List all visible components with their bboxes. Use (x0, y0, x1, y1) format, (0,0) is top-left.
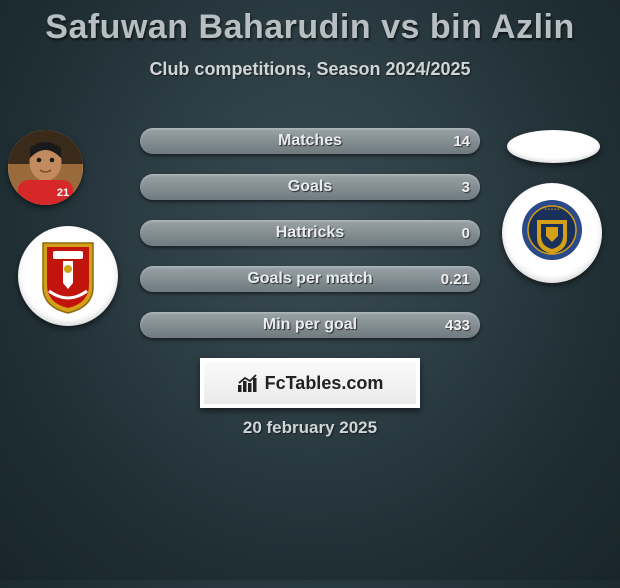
svg-text:• • • • •: • • • • • (545, 207, 560, 213)
stat-value-right: 0.21 (441, 266, 470, 292)
stats-container: Matches14 Goals3 Hattricks0 Goals per match… (140, 128, 480, 358)
club1-badge (18, 226, 118, 326)
stat-bar: Hattricks0 (140, 220, 480, 246)
stat-value-right: 14 (453, 128, 470, 154)
as-of-date: 20 february 2025 (0, 418, 620, 438)
stat-label: Hattricks (140, 220, 480, 246)
player1-photo: 21 (8, 130, 83, 205)
page-subtitle: Club competitions, Season 2024/2025 (0, 59, 620, 80)
club2-crest-icon: • • • • • (519, 194, 585, 272)
stat-bar: Min per goal433 (140, 312, 480, 338)
footer-brand-text: FcTables.com (265, 373, 384, 394)
club2-badge: • • • • • (502, 183, 602, 283)
stat-bar: Goals per match0.21 (140, 266, 480, 292)
stat-label: Goals (140, 174, 480, 200)
stat-label: Matches (140, 128, 480, 154)
club1-crest-icon (35, 237, 101, 315)
stat-bar: Matches14 (140, 128, 480, 154)
footer-brand-box[interactable]: FcTables.com (200, 358, 420, 408)
stat-bar: Goals3 (140, 174, 480, 200)
stat-value-right: 0 (462, 220, 470, 246)
svg-text:21: 21 (57, 187, 69, 199)
stat-value-right: 3 (462, 174, 470, 200)
player2-photo-placeholder (507, 130, 600, 163)
stat-label: Min per goal (140, 312, 480, 338)
player1-face-icon: 21 (8, 130, 83, 205)
stat-value-right: 433 (445, 312, 470, 338)
fctables-logo-icon (237, 373, 259, 393)
stat-label: Goals per match (140, 266, 480, 292)
page-title: Safuwan Baharudin vs bin Azlin (0, 8, 620, 47)
